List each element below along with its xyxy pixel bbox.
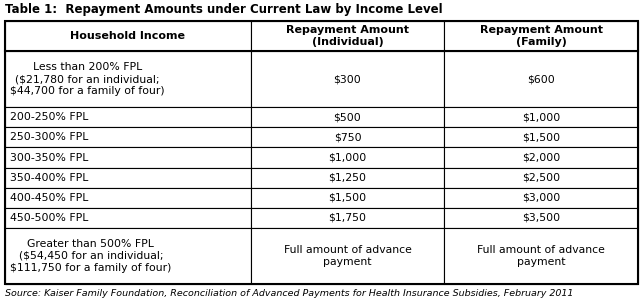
Text: $500: $500 <box>334 112 361 122</box>
Bar <box>5 51 251 107</box>
Text: Table 1:  Repayment Amounts under Current Law by Income Level: Table 1: Repayment Amounts under Current… <box>5 3 442 16</box>
Text: $3,000: $3,000 <box>522 193 560 203</box>
Bar <box>5 21 251 51</box>
Text: Full amount of advance
payment: Full amount of advance payment <box>284 245 412 267</box>
Bar <box>5 228 251 284</box>
Bar <box>444 208 638 228</box>
Text: 350-400% FPL: 350-400% FPL <box>10 172 89 183</box>
Bar <box>251 208 444 228</box>
Text: 250-300% FPL: 250-300% FPL <box>10 132 89 142</box>
Bar <box>251 168 444 188</box>
Bar <box>444 148 638 168</box>
Text: $2,500: $2,500 <box>522 172 560 183</box>
Bar <box>251 107 444 128</box>
Text: $1,000: $1,000 <box>522 112 560 122</box>
Bar <box>444 168 638 188</box>
Text: $3,500: $3,500 <box>522 213 560 223</box>
Text: Greater than 500% FPL
($54,450 for an individual;
$111,750 for a family of four): Greater than 500% FPL ($54,450 for an in… <box>10 239 172 273</box>
Bar <box>5 21 638 284</box>
Bar <box>5 148 251 168</box>
Text: Full amount of advance
payment: Full amount of advance payment <box>477 245 605 267</box>
Text: Less than 200% FPL
($21,780 for an individual;
$44,700 for a family of four): Less than 200% FPL ($21,780 for an indiv… <box>10 62 165 96</box>
Bar <box>5 168 251 188</box>
Text: Repayment Amount
(Individual): Repayment Amount (Individual) <box>286 25 409 47</box>
Bar <box>444 51 638 107</box>
Text: $1,000: $1,000 <box>329 152 367 163</box>
Text: $1,750: $1,750 <box>329 213 367 223</box>
Text: $750: $750 <box>334 132 361 142</box>
Bar <box>444 128 638 148</box>
Bar <box>444 188 638 208</box>
Bar <box>251 21 444 51</box>
Bar <box>5 208 251 228</box>
Text: $1,250: $1,250 <box>329 172 367 183</box>
Bar <box>251 188 444 208</box>
Bar <box>444 21 638 51</box>
Bar <box>251 51 444 107</box>
Text: $600: $600 <box>527 74 555 84</box>
Text: 400-450% FPL: 400-450% FPL <box>10 193 89 203</box>
Text: Household Income: Household Income <box>70 31 185 41</box>
Text: $1,500: $1,500 <box>329 193 367 203</box>
Bar <box>5 188 251 208</box>
Bar <box>251 128 444 148</box>
Text: 200-250% FPL: 200-250% FPL <box>10 112 89 122</box>
Text: Repayment Amount
(Family): Repayment Amount (Family) <box>480 25 602 47</box>
Text: 450-500% FPL: 450-500% FPL <box>10 213 89 223</box>
Text: $2,000: $2,000 <box>522 152 560 163</box>
Bar <box>5 107 251 128</box>
Bar <box>444 107 638 128</box>
Bar <box>444 228 638 284</box>
Bar <box>5 128 251 148</box>
Bar <box>251 228 444 284</box>
Text: $1,500: $1,500 <box>522 132 560 142</box>
Bar <box>251 148 444 168</box>
Text: Source: Kaiser Family Foundation, Reconciliation of Advanced Payments for Health: Source: Kaiser Family Foundation, Reconc… <box>5 289 574 298</box>
Text: $300: $300 <box>334 74 361 84</box>
Text: 300-350% FPL: 300-350% FPL <box>10 152 89 163</box>
